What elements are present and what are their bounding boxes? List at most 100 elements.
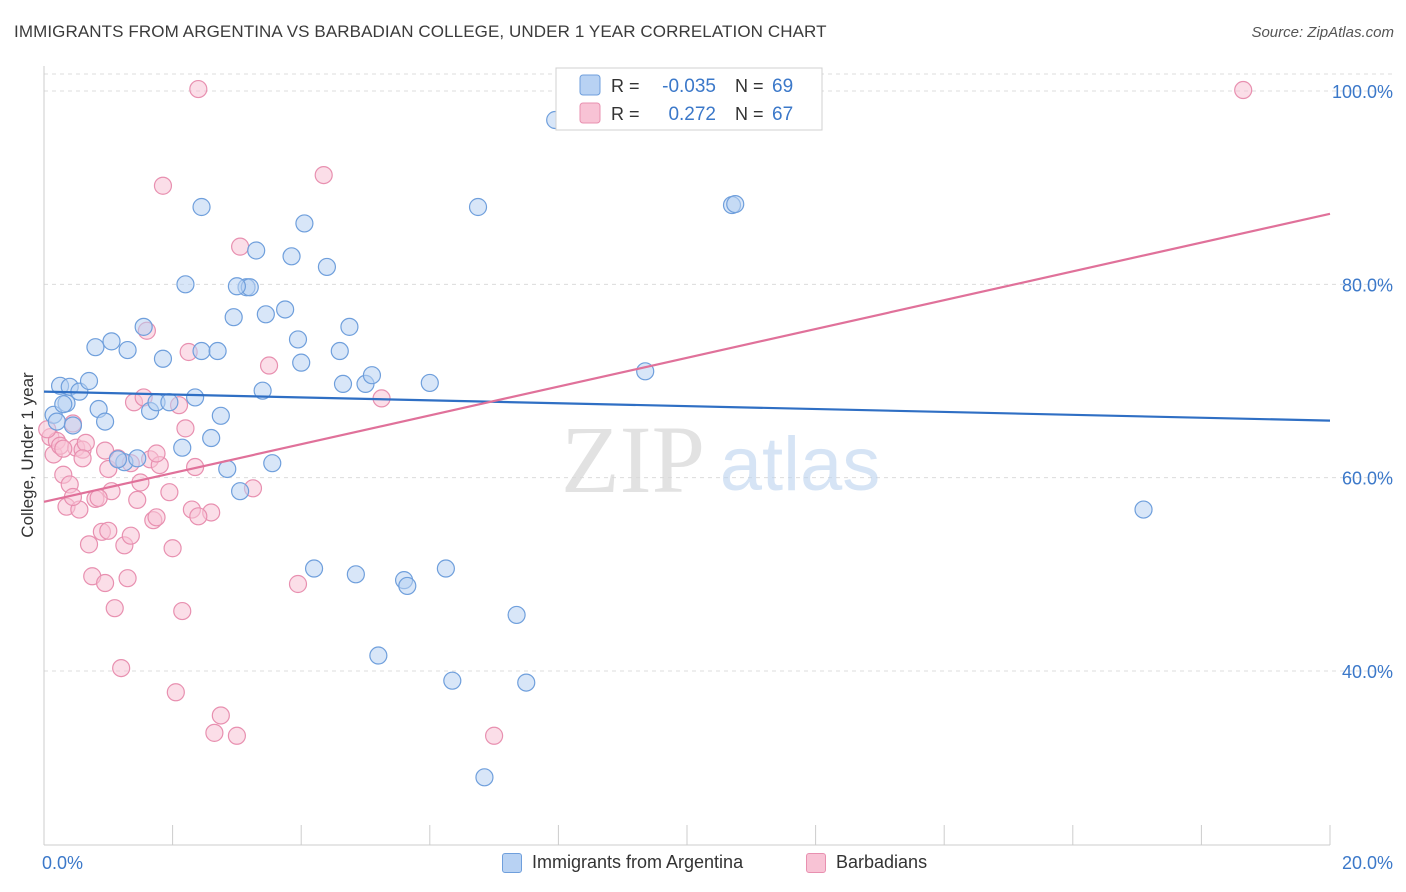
argentina-point-35 [256,305,275,324]
watermark-atlas: atlas [720,422,881,507]
argentina-point-24 [192,197,211,217]
barbadians-point-32 [147,508,166,527]
y-axis-label: College, Under 1 year [18,372,37,538]
argentina-point-38 [282,247,301,266]
argentina-point-20 [173,438,192,457]
watermark-zip: ZIP [561,406,705,513]
barbadians-point-26 [128,490,147,509]
argentina-point-55 [443,671,462,690]
barbadians-point-42 [189,79,208,99]
argentina-point-19 [160,393,179,412]
argentina-point-14 [128,449,147,468]
argentina-point-26 [208,341,227,361]
x-tick-label-1: 20.0% [1342,853,1393,873]
barbadians-point-47 [231,237,250,256]
argentina-point-50 [369,646,388,665]
argentina-point-37 [276,300,295,319]
barbadians-point-64 [189,507,208,526]
stats-n-label-pink: N = [735,104,764,124]
argentina-point-25 [202,428,221,448]
barbadians-point-56 [73,449,92,468]
argentina-trend-line [43,390,1331,422]
argentina-point-34 [253,381,272,400]
barbadians-point-16 [95,573,115,593]
barbadians-point-62 [54,439,73,458]
argentina-point-58 [507,605,526,625]
argentina-point-5 [63,416,83,435]
legend-label-barbadians: Barbadians [836,852,928,872]
argentina-point-46 [340,317,359,336]
argentina-point-54 [436,559,455,578]
barbadians-point-34 [153,176,173,195]
argentina-point-40 [292,353,311,372]
barbadians-point-46 [227,726,246,745]
argentina-point-8 [86,338,105,357]
barbadians-point-39 [176,419,195,438]
barbadians-point-51 [314,166,333,185]
barbadians-point-58 [99,521,118,540]
barbadians-point-23 [118,569,137,588]
legend-item-argentina[interactable]: Immigrants from Argentina [502,852,743,873]
legend-item-barbadians[interactable]: Barbadians [806,852,927,873]
argentina-point-68 [227,277,246,296]
argentina-point-10 [95,412,115,431]
stats-n-label-blue: N = [735,76,764,96]
argentina-point-21 [176,275,195,294]
barbadians-point-44 [205,723,224,742]
gridlines [44,73,1392,672]
argentina-point-59 [517,673,536,692]
argentina-point-45 [333,374,353,393]
argentina-point-47 [346,565,365,584]
argentina-point-67 [108,450,128,469]
argentina-point-52 [398,576,417,596]
barbadians-point-24 [121,526,140,545]
argentina-point-13 [118,340,137,360]
argentina-point-56 [468,197,488,217]
argentina-point-1 [47,412,66,431]
argentina-point-7 [79,371,99,391]
tick-labels: 100.0% 80.0% 60.0% 40.0% 0.0% 20.0% [42,82,1393,873]
barbadians-point-53 [485,726,504,745]
barbadians-point-49 [259,356,279,375]
argentina-point-66 [54,395,73,414]
barbadians-point-54 [1234,80,1253,100]
stats-n-value-pink: 67 [772,104,793,125]
barbadians-point-65 [95,441,115,460]
argentina-point-33 [247,241,266,260]
argentina-point-15 [134,317,153,336]
barbadians-point-37 [166,683,185,702]
argentina-point-43 [317,257,337,277]
argentina-point-36 [263,454,282,473]
stats-r-label-pink: R = [611,104,640,124]
barbadians-point-35 [160,483,179,502]
stats-r-value-pink: 0.272 [668,104,716,125]
barbadians-point-36 [163,539,182,558]
argentina-point-22 [186,388,205,407]
argentina-point-42 [304,559,324,578]
argentina-point-57 [475,768,494,787]
barbadians-point-45 [211,706,230,725]
stats-n-value-blue: 69 [772,76,793,97]
chart-source: Source: ZipAtlas.com [1251,24,1394,41]
legend-swatch-argentina [502,852,522,873]
y-tick-label-1: 80.0% [1342,275,1393,295]
argentina-point-64 [726,195,745,214]
barbadians-point-38 [173,601,192,621]
watermark: ZIP atlas [561,406,880,513]
argentina-point-41 [295,214,314,233]
barbadians-trend-line [43,212,1331,503]
argentina-point-23 [192,341,211,361]
argentina-point-39 [288,330,308,349]
legend-label-argentina: Immigrants from Argentina [532,852,744,872]
stats-swatch-blue [579,74,601,96]
stats-r-label-blue: R = [611,76,640,96]
argentina-point-30 [231,482,250,501]
x-tick-label-0: 0.0% [42,853,83,873]
chart-title: IMMIGRANTS FROM ARGENTINA VS BARBADIAN C… [14,22,827,41]
trend-lines [43,212,1331,503]
axes [43,66,1331,846]
argentina-point-18 [153,349,173,368]
argentina-point-65 [1134,500,1153,519]
y-tick-label-0: 100.0% [1332,82,1393,102]
